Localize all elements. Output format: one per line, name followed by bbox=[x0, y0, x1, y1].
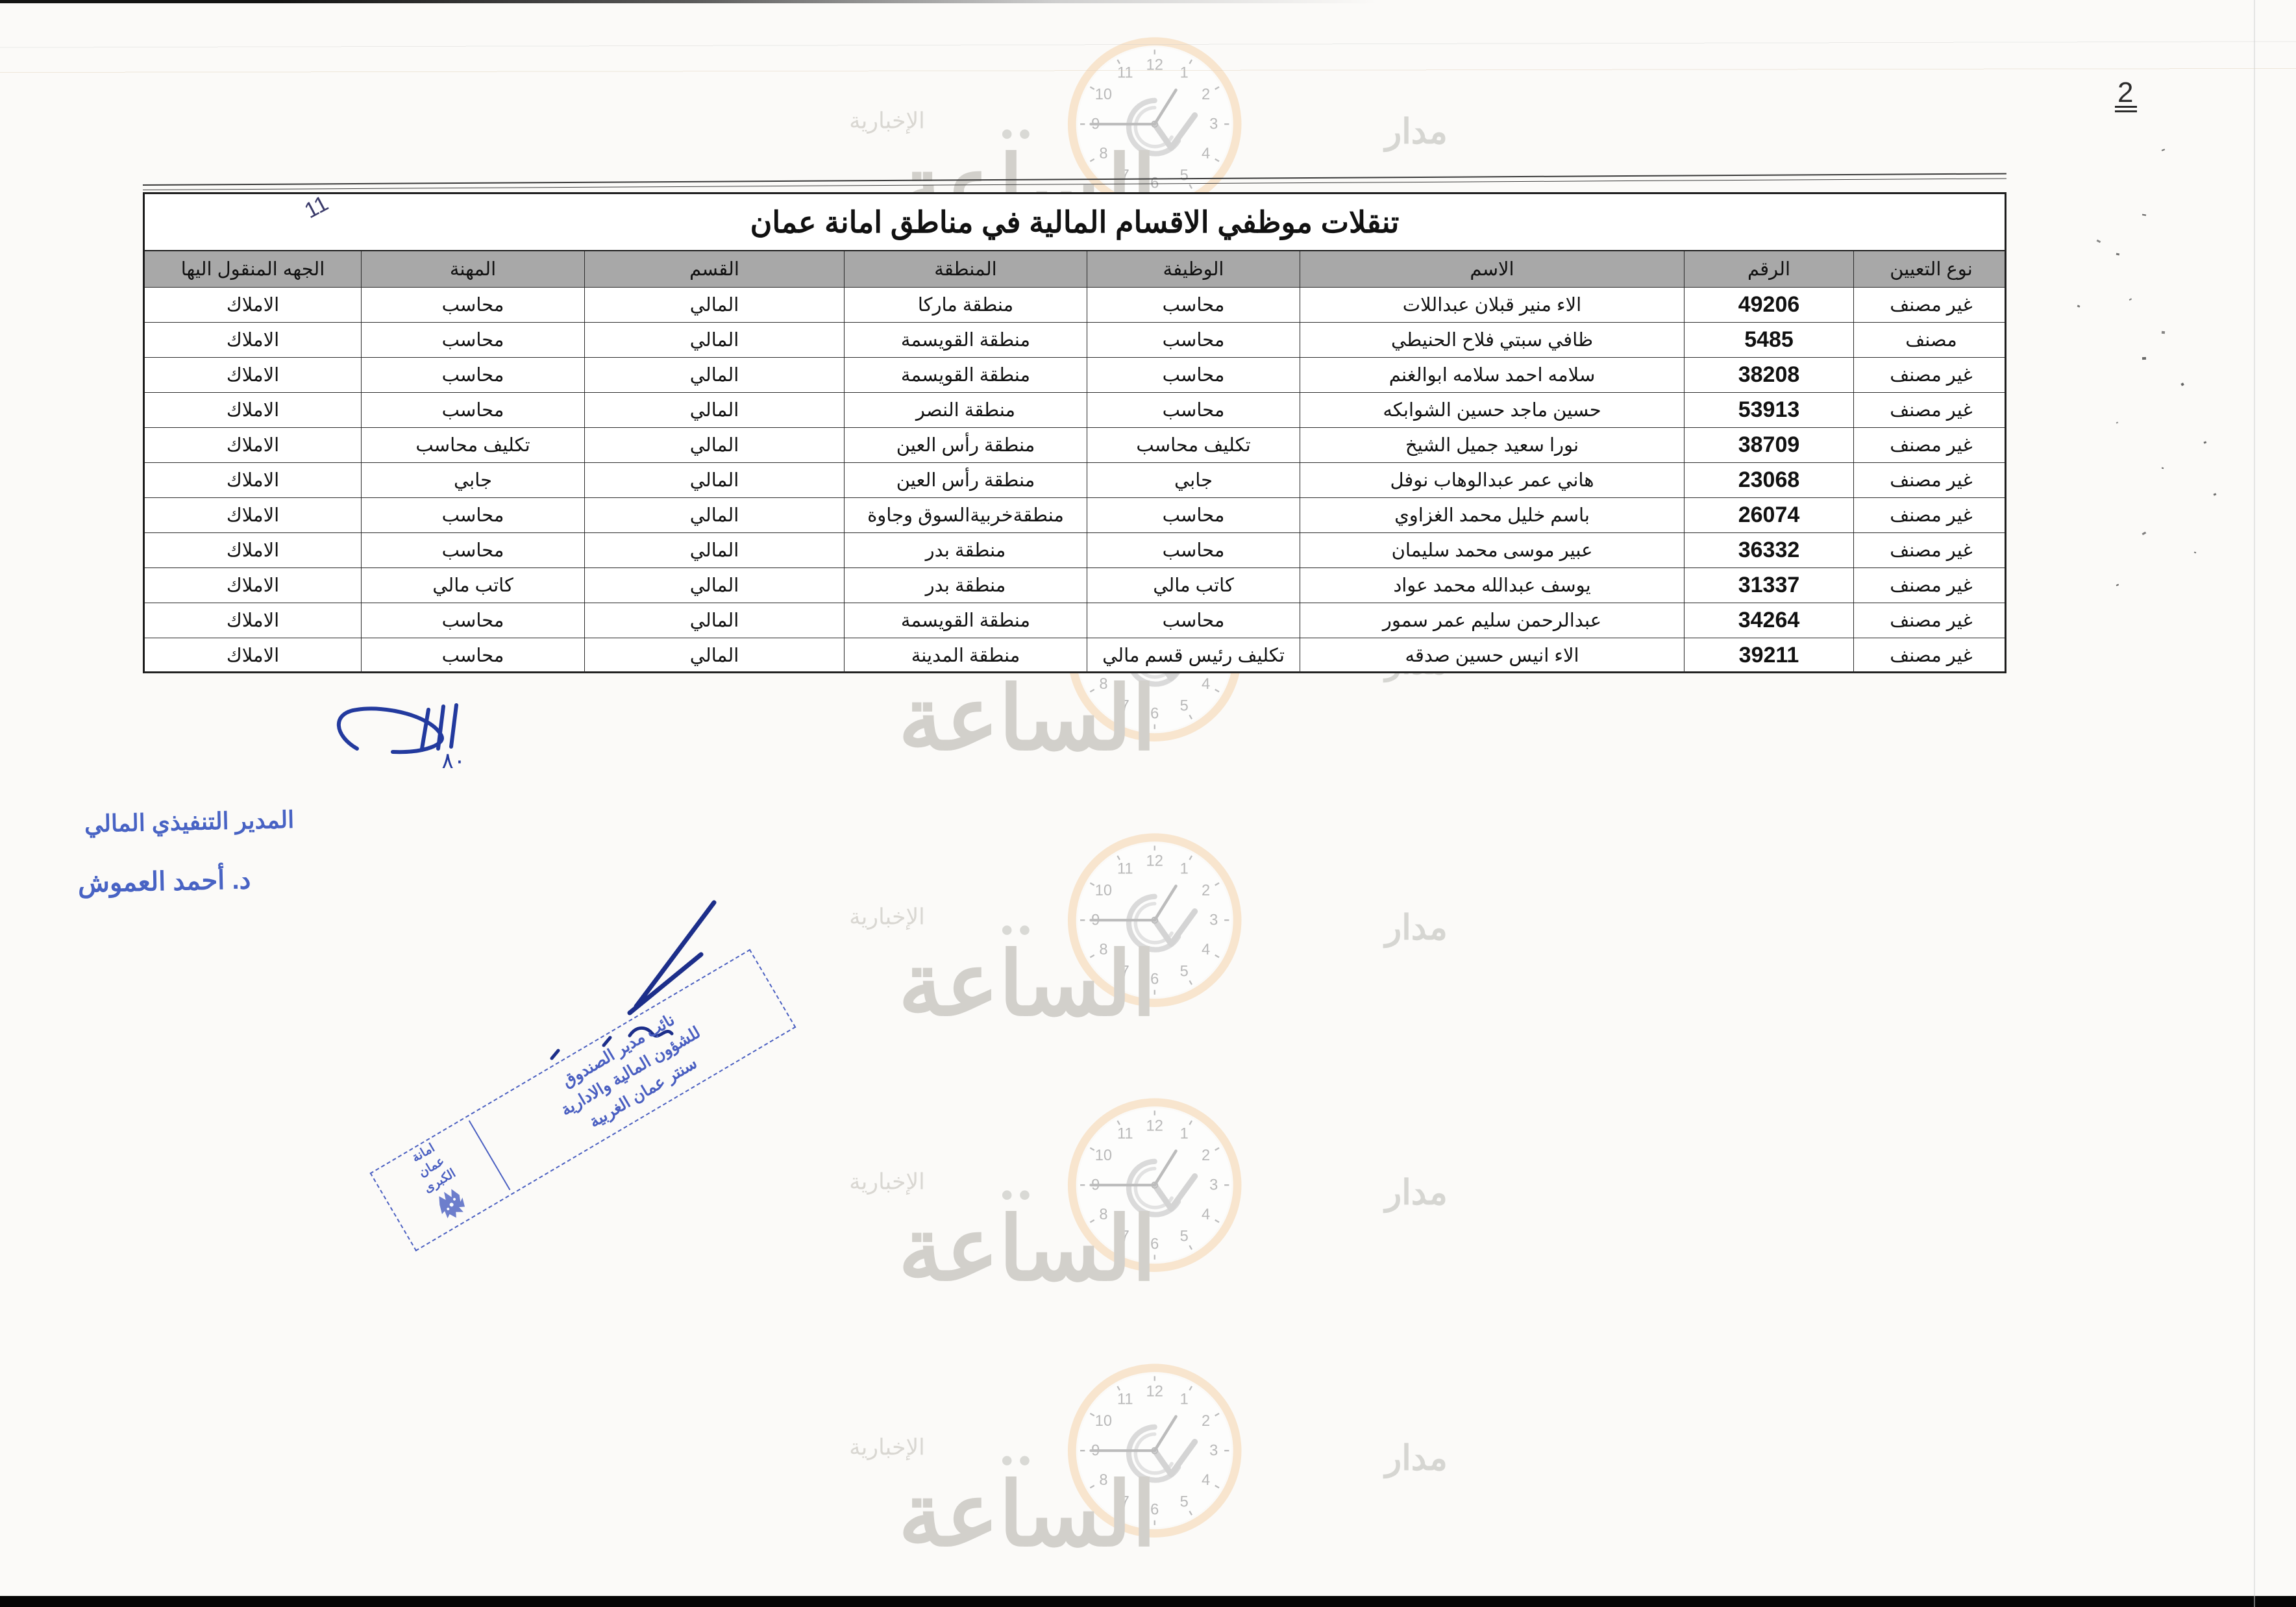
svg-text:4: 4 bbox=[1202, 1206, 1210, 1223]
svg-text:٨٠: ٨٠ bbox=[441, 749, 465, 773]
svg-text:4: 4 bbox=[1202, 676, 1210, 693]
svg-text:12: 12 bbox=[1146, 56, 1163, 73]
svg-text:5: 5 bbox=[1180, 1228, 1189, 1245]
svg-text:1: 1 bbox=[1180, 1391, 1189, 1408]
svg-text:12: 12 bbox=[1146, 853, 1163, 869]
svg-text:10: 10 bbox=[1095, 882, 1112, 899]
svg-text:5: 5 bbox=[1180, 697, 1189, 714]
svg-text:4: 4 bbox=[1202, 941, 1210, 958]
svg-text:3: 3 bbox=[1209, 116, 1218, 132]
svg-text:5: 5 bbox=[1180, 1493, 1189, 1510]
svg-text:10: 10 bbox=[1095, 1147, 1112, 1164]
svg-text:11: 11 bbox=[1117, 1126, 1133, 1143]
svg-text:3: 3 bbox=[1209, 1442, 1218, 1459]
svg-text:3: 3 bbox=[1209, 912, 1218, 928]
svg-text:1: 1 bbox=[1180, 861, 1189, 878]
svg-text:1: 1 bbox=[1180, 1126, 1189, 1143]
svg-text:5: 5 bbox=[1180, 963, 1189, 980]
svg-text:11: 11 bbox=[1117, 65, 1133, 82]
svg-text:12: 12 bbox=[1146, 1383, 1163, 1400]
svg-text:11: 11 bbox=[1117, 861, 1133, 878]
svg-text:2: 2 bbox=[1202, 86, 1210, 103]
svg-text:12: 12 bbox=[1146, 1117, 1163, 1134]
svg-text:2: 2 bbox=[1202, 882, 1210, 899]
svg-text:4: 4 bbox=[1202, 145, 1210, 162]
svg-text:3: 3 bbox=[1209, 1177, 1218, 1193]
svg-text:11: 11 bbox=[1117, 1391, 1133, 1408]
svg-text:2: 2 bbox=[1202, 1147, 1210, 1164]
svg-text:1: 1 bbox=[1180, 65, 1189, 82]
svg-text:4: 4 bbox=[1202, 1472, 1210, 1489]
svg-text:2: 2 bbox=[1202, 1413, 1210, 1430]
svg-text:10: 10 bbox=[1095, 86, 1112, 103]
svg-text:10: 10 bbox=[1095, 1413, 1112, 1430]
